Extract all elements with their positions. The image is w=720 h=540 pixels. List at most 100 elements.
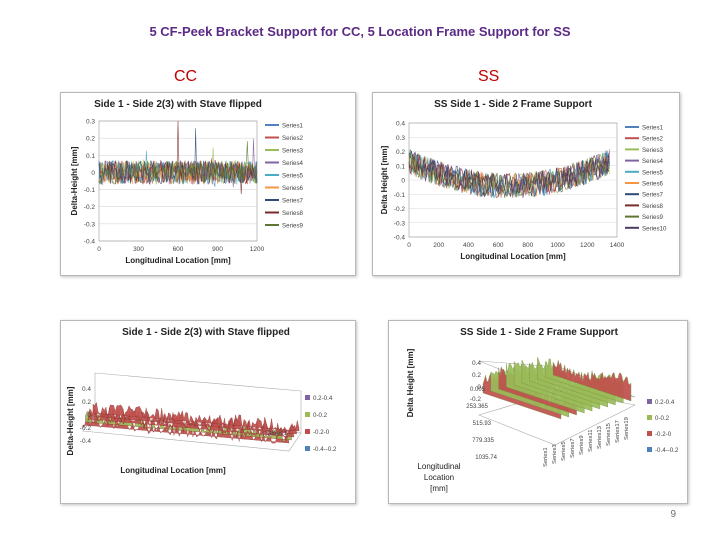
- depth-series-label: Series17: [615, 420, 621, 443]
- legend-swatch: [647, 415, 652, 420]
- y-axis-label: Delta Height [mm]: [406, 348, 415, 417]
- y-tick-label: 0: [91, 170, 95, 177]
- legend-entry: -0.4--0.2: [655, 447, 679, 454]
- legend-entry: -0.4--0.2: [313, 446, 337, 453]
- legend-entry: Series9: [642, 214, 664, 221]
- depth-series-label: Series15: [606, 423, 612, 446]
- legend-entry: -0.2-0: [313, 429, 330, 436]
- z-tick-label: 0: [87, 412, 91, 419]
- x-tick-label: 1200: [250, 246, 265, 253]
- legend-swatch: [305, 412, 310, 417]
- x-axis-label: Longitudinal Location [mm]: [120, 466, 226, 475]
- depth-series-label: Series9: [579, 435, 585, 455]
- ss-label: SS: [478, 68, 500, 85]
- x-tick-label: 400: [463, 242, 474, 249]
- legend-entry: Series10: [642, 225, 667, 232]
- y-tick-label: 0.2: [86, 136, 95, 143]
- x-tick-label: 200: [433, 242, 444, 249]
- cc-surface-chart-panel: Side 1 - Side 2(3) with Stave flipped 0.4…: [60, 320, 356, 504]
- x-tick-label: 515.93: [473, 421, 492, 427]
- y-tick-label: -0.3: [394, 220, 406, 227]
- legend-entry: Series5: [282, 173, 304, 180]
- legend-entry: Series6: [642, 181, 664, 188]
- y-tick-label: -0.1: [394, 192, 406, 199]
- x-tick-label: 1200: [580, 242, 595, 249]
- legend-entry: Series9: [282, 223, 304, 230]
- depth-series-label: Series19: [624, 417, 630, 440]
- z-tick-label: -0.2: [470, 396, 482, 403]
- depth-series-label: Series1: [265, 430, 287, 437]
- cc-line-chart-panel: Side 1 - Side 2(3) with Stave flipped 0.3…: [60, 92, 356, 276]
- cc-line-chart: Side 1 - Side 2(3) with Stave flipped 0.3…: [70, 99, 304, 265]
- legend-entry: Series1: [642, 125, 664, 132]
- ss-line-chart: SS Side 1 - Side 2 Frame Support 0.4 0.3 0.…: [380, 99, 667, 261]
- x-tick-label: 300: [133, 246, 144, 253]
- y-tick-label: -0.4: [84, 239, 96, 246]
- legend-entry: 0-0.2: [313, 412, 328, 419]
- legend-entry: Series2: [642, 136, 664, 143]
- legend-entry: Series8: [282, 210, 304, 217]
- x-tick-label: 0: [407, 242, 411, 249]
- y-tick-label: 0.1: [396, 163, 405, 170]
- x-tick-label: 1035.74: [475, 455, 497, 461]
- x-tick-label: 1000: [550, 242, 565, 249]
- chart-title: SS Side 1 - Side 2 Frame Support: [460, 327, 618, 338]
- y-tick-label: -0.1: [84, 187, 96, 194]
- depth-series-label: Series7: [570, 438, 576, 458]
- y-tick-label: -0.3: [84, 221, 96, 228]
- z-tick-label: 0.2: [82, 399, 91, 406]
- x-tick-label: 0.005: [470, 387, 486, 393]
- page-number: 9: [670, 509, 676, 520]
- x-axis-label-line: Longitudinal: [417, 462, 460, 471]
- y-tick-label: 0.1: [86, 153, 95, 160]
- legend-entry: -0.2-0: [655, 431, 672, 438]
- legend-entry: 0.2-0.4: [655, 399, 675, 406]
- x-tick-label: 900: [212, 246, 223, 253]
- legend-entry: Series6: [282, 185, 304, 192]
- cc-surface-chart: Side 1 - Side 2(3) with Stave flipped 0.4…: [66, 327, 337, 475]
- x-tick-label: 600: [173, 246, 184, 253]
- legend-swatch: [647, 431, 652, 436]
- z-tick-label: 0.4: [472, 360, 481, 367]
- legend-entry: Series1: [282, 123, 304, 130]
- legend-entry: Series5: [642, 169, 664, 176]
- x-tick-label: 779.335: [472, 438, 494, 444]
- legend-entry: 0-0.2: [655, 415, 670, 422]
- series-line-10: [408, 150, 610, 198]
- legend-entry: Series7: [282, 198, 304, 205]
- legend-entry: Series4: [282, 160, 304, 167]
- legend-swatch: [305, 395, 310, 400]
- x-tick-label: 0: [97, 246, 101, 253]
- legend-entry: Series3: [282, 148, 304, 155]
- z-tick-label: -0.2: [80, 425, 92, 432]
- y-tick-label: -0.2: [84, 204, 96, 211]
- legend-entry: Series2: [282, 135, 304, 142]
- y-axis-label: Delta-Height [mm]: [66, 386, 75, 455]
- series-line-9: [98, 141, 258, 185]
- ss-line-chart-panel: SS Side 1 - Side 2 Frame Support 0.4 0.3 0.…: [372, 92, 680, 276]
- y-tick-label: 0.4: [396, 121, 405, 128]
- ss-surface-chart-panel: SS Side 1 - Side 2 Frame Support 0.4 0.2 0-…: [388, 320, 688, 504]
- y-tick-label: 0.2: [396, 149, 405, 156]
- surface-strip: [92, 401, 300, 433]
- legend-entry: Series7: [642, 192, 664, 199]
- legend-swatch: [305, 429, 310, 434]
- x-axis-label: Longitudinal Location [mm]: [460, 252, 566, 261]
- surface-strip: [552, 360, 632, 402]
- chart-title: Side 1 - Side 2(3) with Stave flipped: [94, 99, 262, 110]
- cc-label: CC: [174, 68, 198, 85]
- series-line-8: [98, 120, 258, 195]
- x-tick-label: 253.365: [466, 404, 488, 410]
- z-tick-label: -0.4: [80, 438, 92, 445]
- z-tick-label: 0.2: [472, 372, 481, 379]
- series-line-4: [408, 149, 610, 198]
- legend-entry: Series8: [642, 203, 664, 210]
- x-tick-label: 1400: [610, 242, 625, 249]
- y-axis-label: Delta Height [mm]: [380, 145, 389, 214]
- depth-series-label: Series1: [543, 447, 549, 467]
- depth-series-label: Series3: [552, 444, 558, 464]
- z-tick-label: 0: [477, 384, 481, 391]
- depth-series-label: Series11: [588, 430, 594, 452]
- x-tick-label: 600: [493, 242, 504, 249]
- y-tick-label: -0.2: [394, 206, 406, 213]
